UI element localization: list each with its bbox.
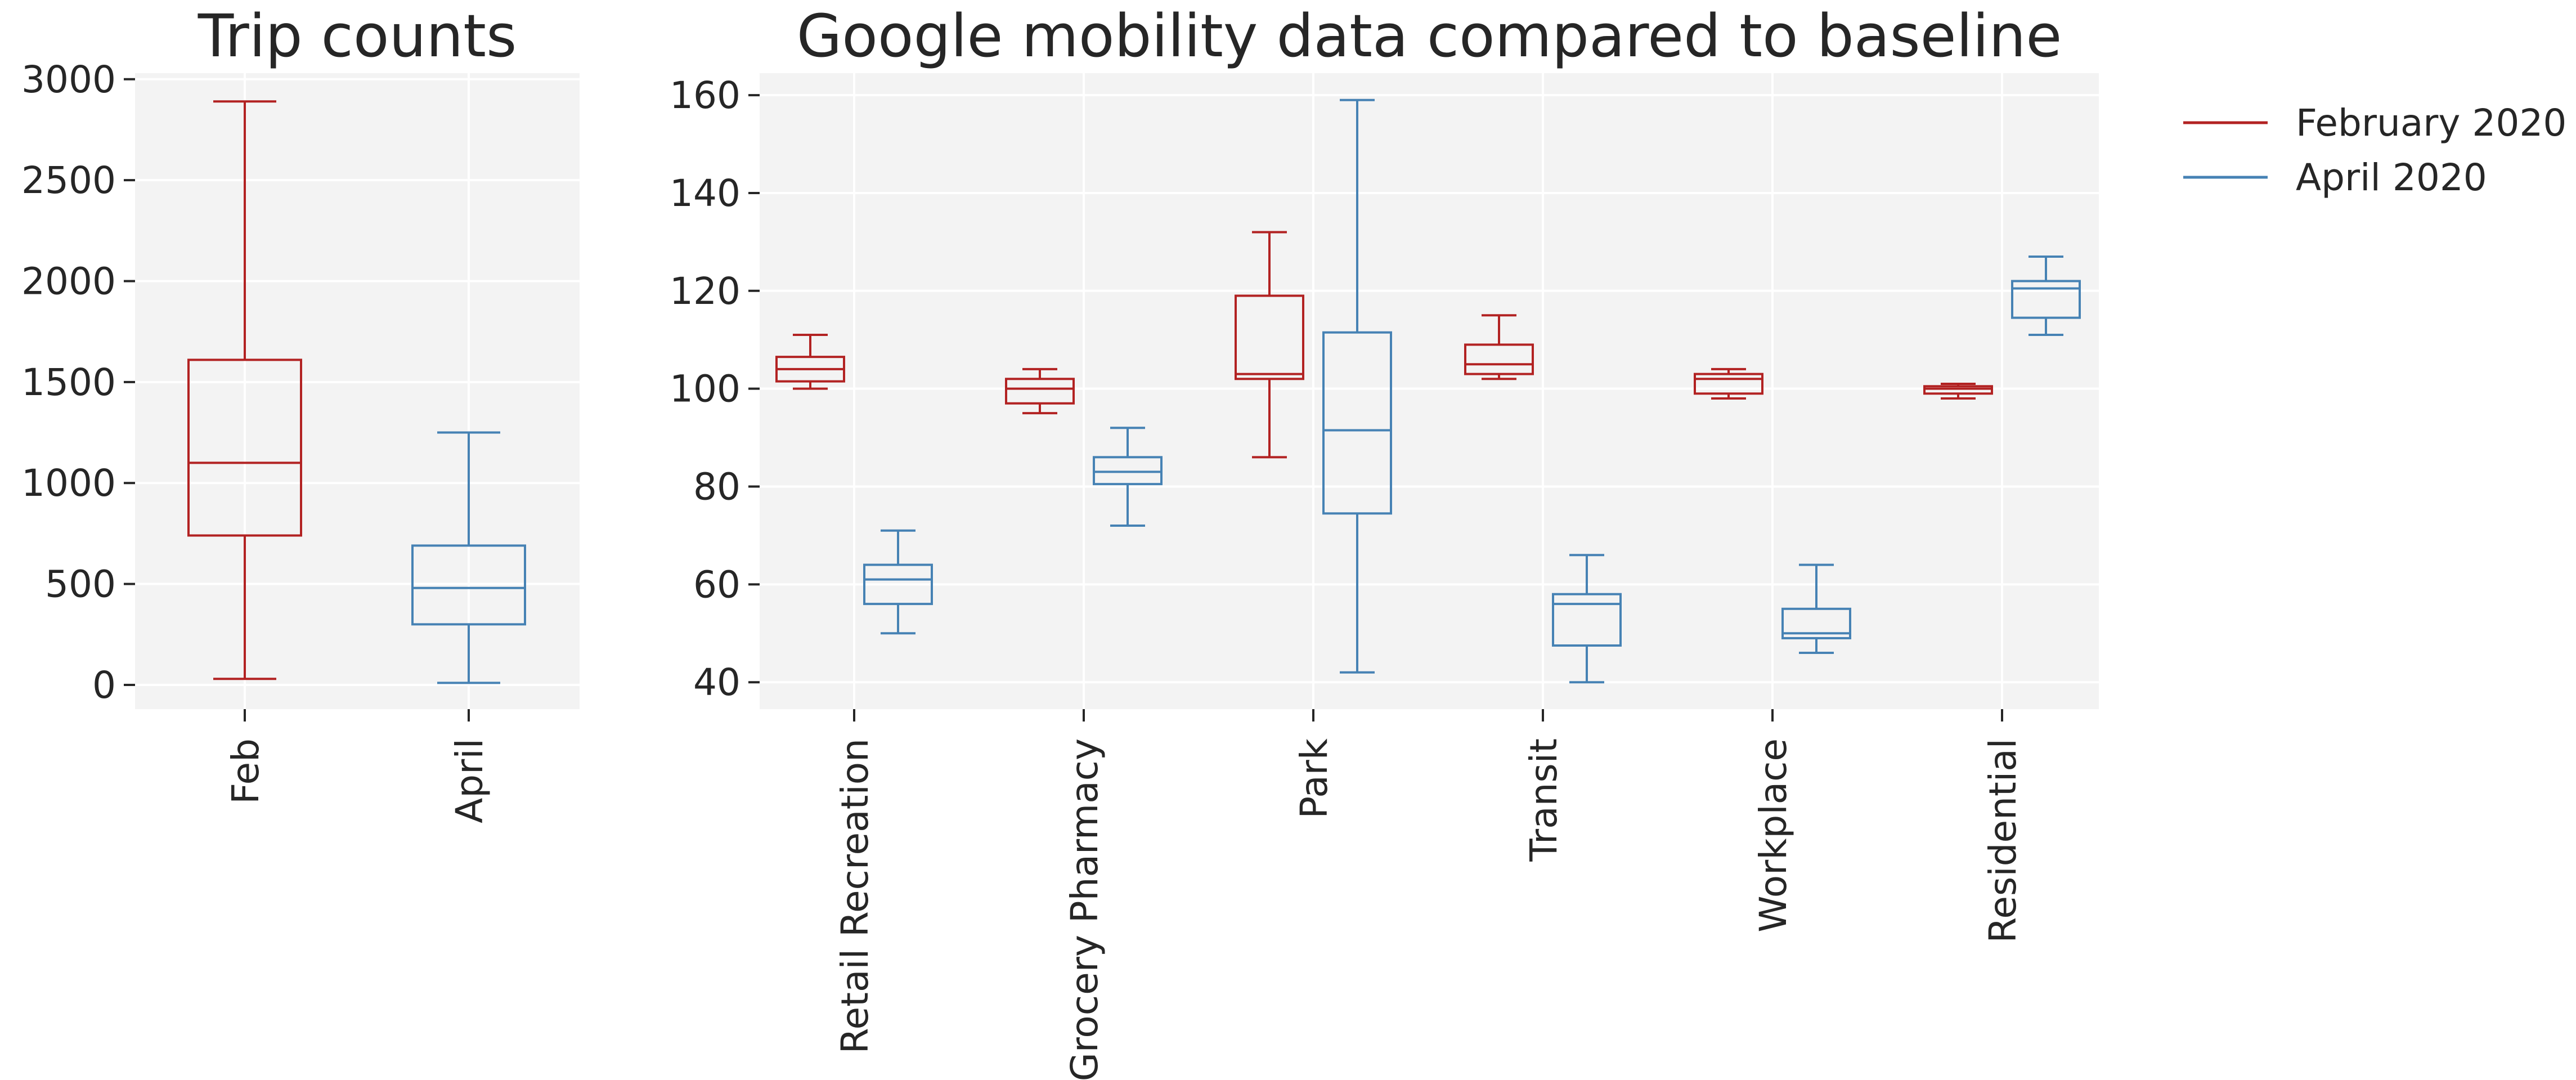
mobility-box-february-2020-grocery-pharmacy-iqr-box: [1005, 378, 1075, 405]
mobility-x-tick-label-grocery-pharmacy: Grocery Pharmacy: [1063, 738, 1106, 1080]
trip-counts-y-tick-label-1500: 1500: [21, 361, 116, 404]
mobility-box-february-2020-workplace: [1694, 368, 1763, 400]
trip-counts-boxes: [187, 100, 526, 684]
trip-counts-x-tick-label-feb: Feb: [224, 738, 267, 804]
mobility-y-tick-label-80: 80: [693, 465, 741, 509]
mobility-box-april-2020-residential-iqr-box: [2011, 280, 2081, 319]
mobility-box-february-2020-workplace-iqr-box: [1694, 373, 1763, 395]
mobility-x-axis: Retail Recreation Grocery Pharmacy Park Tra…: [833, 709, 2025, 1080]
trip-counts-gridlines: [135, 73, 580, 709]
mobility-plot-area: [760, 73, 2099, 709]
mobility-box-february-2020-transit: [1464, 314, 1534, 380]
mobility-y-tick-label-160: 160: [670, 74, 741, 117]
mobility-box-april-2020-retail-recreation: [863, 529, 933, 635]
mobility-x-tick-label-residential: Residential: [1981, 738, 2025, 943]
mobility-box-february-2020-residential: [1923, 382, 1993, 400]
mobility-x-tick-label-workplace: Workplace: [1752, 738, 1795, 933]
trip-counts-y-tick-label-0: 0: [92, 664, 116, 707]
mobility-box-april-2020-park: [1322, 98, 1392, 674]
mobility-box-april-2020-retail-recreation-iqr-box: [863, 563, 933, 606]
trip-counts-y-axis: 0 500 1000 1500 2000 2500 3000: [21, 58, 135, 707]
trip-counts-x-axis: Feb April: [224, 709, 491, 823]
mobility-box-february-2020-transit-iqr-box: [1464, 343, 1534, 375]
mobility-y-tick-label-60: 60: [693, 563, 741, 606]
legend-label-april: April 2020: [2296, 156, 2487, 199]
mobility-box-april-2020-grocery-pharmacy-iqr-box: [1093, 456, 1163, 486]
mobility-box-february-2020-park: [1235, 231, 1304, 459]
mobility-title: Google mobility data compared to baselin…: [797, 2, 2062, 70]
trip-counts-y-tick-label-2500: 2500: [21, 159, 116, 202]
legend-label-february: February 2020: [2296, 101, 2566, 145]
mobility-box-april-2020-transit-iqr-box: [1552, 593, 1622, 647]
trip-counts-box-april: [411, 431, 526, 684]
mobility-box-april-2020-workplace-iqr-box: [1781, 607, 1851, 639]
mobility-box-april-2020-grocery-pharmacy: [1093, 427, 1163, 527]
mobility-gridlines: [760, 73, 2099, 709]
mobility-box-february-2020-residential-iqr-box: [1923, 385, 1993, 395]
mobility-boxes: [775, 98, 2081, 684]
mobility-box-april-2020-residential: [2011, 255, 2081, 337]
trip-counts-y-tick-label-500: 500: [45, 563, 116, 606]
trip-counts-box-feb-iqr-box: [187, 358, 302, 537]
trip-counts-plot-area: [135, 73, 580, 709]
mobility-box-february-2020-park-iqr-box: [1235, 294, 1304, 380]
trip-counts-chart: 0 500 1000 1500 2000 2500 3000 Feb April Trip c…: [21, 2, 580, 823]
mobility-box-april-2020-park-iqr-box: [1322, 331, 1392, 515]
mobility-y-tick-label-140: 140: [670, 172, 741, 215]
trip-counts-y-tick-label-3000: 3000: [21, 58, 116, 101]
trip-counts-y-tick-label-1000: 1000: [21, 461, 116, 505]
mobility-chart: 40 60 80 100 120 140 160 Retail Recreation Groc…: [670, 2, 2099, 1080]
mobility-box-april-2020-workplace: [1781, 563, 1851, 655]
mobility-x-tick-label-retail-recreation: Retail Recreation: [833, 738, 877, 1054]
trip-counts-x-tick-label-april: April: [448, 738, 491, 823]
trip-counts-box-april-iqr-box: [411, 544, 526, 626]
mobility-x-tick-label-park: Park: [1293, 738, 1336, 818]
legend: February 2020 April 2020: [2183, 101, 2566, 199]
mobility-x-tick-label-transit: Transit: [1522, 738, 1565, 862]
trip-counts-title: Trip counts: [198, 2, 517, 70]
mobility-box-february-2020-grocery-pharmacy: [1005, 368, 1075, 415]
mobility-box-february-2020-retail-recreation: [775, 334, 845, 390]
mobility-y-tick-label-120: 120: [670, 270, 741, 313]
mobility-y-tick-label-100: 100: [670, 368, 741, 411]
mobility-y-tick-label-40: 40: [693, 661, 741, 704]
trip-counts-y-tick-label-2000: 2000: [21, 259, 116, 303]
mobility-y-axis: 40 60 80 100 120 140 160: [670, 74, 760, 704]
mobility-box-april-2020-transit: [1552, 554, 1622, 684]
trip-counts-box-feb: [187, 100, 302, 680]
